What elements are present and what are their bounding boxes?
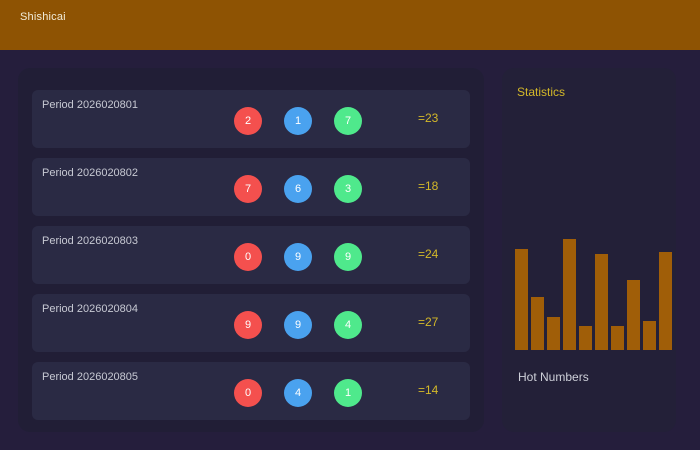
result-row[interactable]: Period 2026020803 0 9 9 =24 <box>32 226 470 284</box>
app-header: Shishicai <box>0 0 700 50</box>
period-label: Period 2026020805 <box>42 371 139 383</box>
lottery-ball-red: 7 <box>234 175 262 203</box>
sum-value: =27 <box>418 315 439 329</box>
hot-numbers-label: Hot Numbers <box>518 370 589 384</box>
sum-value: =14 <box>418 383 439 397</box>
lottery-ball-green: 1 <box>334 379 362 407</box>
chart-bar <box>595 254 608 350</box>
result-row[interactable]: Period 2026020802 7 6 3 =18 <box>32 158 470 216</box>
app-title: Shishicai <box>20 11 66 23</box>
sum-value: =24 <box>418 247 439 261</box>
lottery-ball-blue: 9 <box>284 243 312 271</box>
lottery-ball-green: 9 <box>334 243 362 271</box>
chart-bar <box>643 321 656 350</box>
lottery-ball-green: 7 <box>334 107 362 135</box>
lottery-ball-red: 0 <box>234 379 262 407</box>
lottery-ball-blue: 4 <box>284 379 312 407</box>
statistics-title: Statistics <box>517 85 566 99</box>
lottery-ball-red: 0 <box>234 243 262 271</box>
hot-numbers-chart <box>515 239 672 350</box>
chart-bar <box>659 252 672 350</box>
chart-bar <box>531 297 544 350</box>
result-row[interactable]: Period 2026020804 9 9 4 =27 <box>32 294 470 352</box>
sum-value: =23 <box>418 111 439 125</box>
sum-value: =18 <box>418 179 439 193</box>
period-label: Period 2026020801 <box>42 99 139 111</box>
chart-bar <box>627 280 640 350</box>
results-panel: Period 2026020801 2 1 7 =23 Period 2026020802… <box>18 68 484 432</box>
result-row[interactable]: Period 2026020805 0 4 1 =14 <box>32 362 470 420</box>
result-row[interactable]: Period 2026020801 2 1 7 =23 <box>32 90 470 148</box>
period-label: Period 2026020802 <box>42 167 139 179</box>
chart-bar <box>563 239 576 350</box>
chart-bar <box>515 249 528 350</box>
period-label: Period 2026020803 <box>42 235 139 247</box>
lottery-ball-green: 3 <box>334 175 362 203</box>
lottery-ball-blue: 1 <box>284 107 312 135</box>
lottery-ball-red: 2 <box>234 107 262 135</box>
lottery-ball-blue: 9 <box>284 311 312 339</box>
lottery-ball-red: 9 <box>234 311 262 339</box>
lottery-ball-blue: 6 <box>284 175 312 203</box>
lottery-ball-green: 4 <box>334 311 362 339</box>
statistics-panel: Statistics Hot Numbers <box>502 68 676 432</box>
chart-bar <box>579 326 592 350</box>
results-list: Period 2026020801 2 1 7 =23 Period 2026020802… <box>32 90 470 430</box>
chart-bar <box>611 326 624 350</box>
chart-bar <box>547 317 560 350</box>
period-label: Period 2026020804 <box>42 303 139 315</box>
